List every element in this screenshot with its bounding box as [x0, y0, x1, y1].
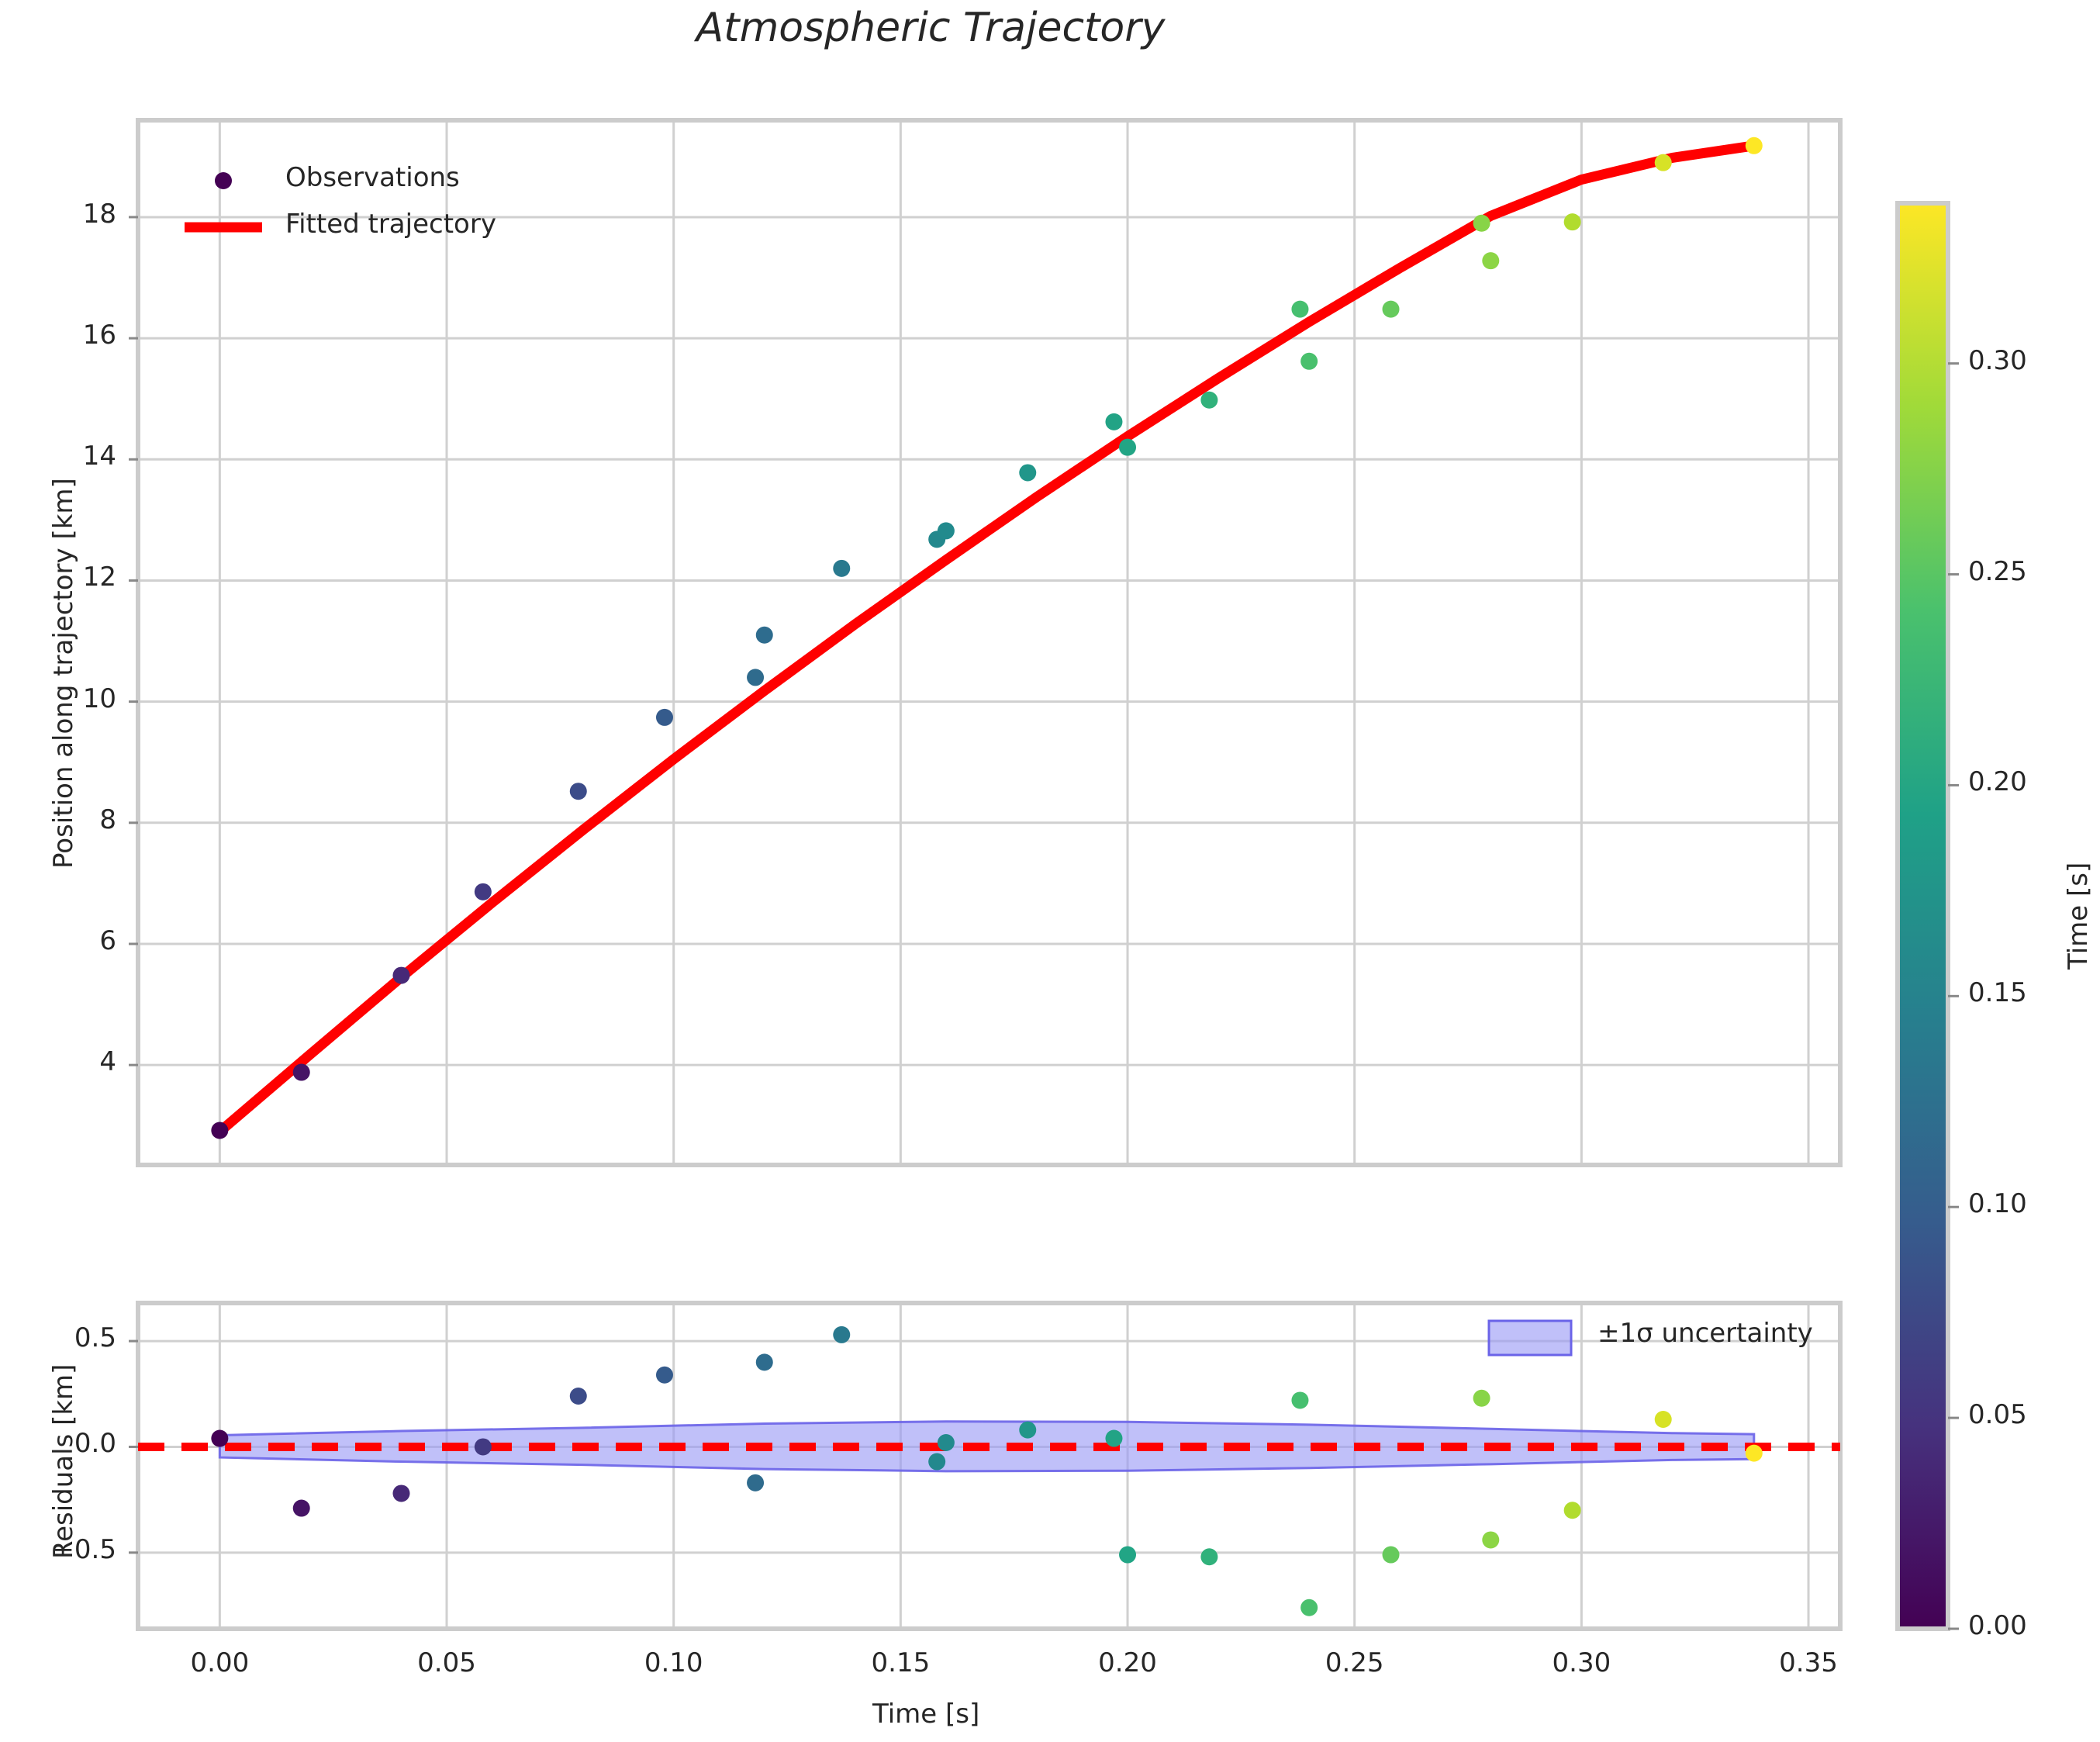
residual-point — [655, 1366, 673, 1384]
observation-point — [392, 966, 410, 984]
residual-point — [1382, 1546, 1400, 1564]
observation-point — [1654, 154, 1672, 171]
residual-panel-border — [136, 1301, 1843, 1631]
observation-point — [937, 522, 955, 540]
main-ytick-label: 6 — [99, 925, 116, 956]
residual-ytick-label: 0.0 — [74, 1428, 116, 1460]
residual-point — [747, 1474, 765, 1491]
xaxis-label: Time [s] — [872, 1699, 980, 1730]
colorbar-gradient-bar — [1895, 201, 1950, 1631]
main-panel-border — [136, 118, 1843, 1167]
observation-point — [1019, 464, 1037, 482]
residual-point — [1119, 1546, 1137, 1564]
fitted-trajectory-line — [214, 140, 1760, 1137]
residual-point — [211, 1429, 229, 1447]
observation-point — [1300, 352, 1318, 370]
observation-point — [747, 669, 765, 686]
observation-point — [292, 1063, 310, 1081]
observation-point — [1482, 252, 1500, 270]
observation-point — [755, 626, 773, 644]
residual-point — [1473, 1389, 1490, 1407]
residual-point — [1105, 1429, 1123, 1447]
colorbar-tick-label: 0.10 — [1968, 1188, 2027, 1220]
xtick-label: 0.25 — [1325, 1647, 1384, 1678]
main-ytick-label: 12 — [82, 562, 116, 593]
residual-point — [1745, 1444, 1763, 1462]
observation-point — [1745, 137, 1763, 154]
xtick-label: 0.05 — [417, 1647, 476, 1678]
observation-point — [1291, 300, 1309, 318]
residual-point — [569, 1388, 587, 1405]
legend-item-label: Observations — [285, 162, 460, 193]
observation-point — [1105, 413, 1123, 430]
observation-point — [1200, 391, 1218, 409]
colorbar-tick-label: 0.05 — [1968, 1399, 2027, 1431]
xtick-label: 0.10 — [644, 1647, 703, 1678]
xtick-label: 0.20 — [1098, 1647, 1157, 1678]
residual-point — [392, 1485, 410, 1502]
main-ytick-label: 18 — [82, 198, 116, 230]
residual-point — [1300, 1599, 1318, 1616]
residual-point — [1291, 1391, 1309, 1409]
observation-point — [569, 783, 587, 800]
observation-point — [833, 559, 851, 577]
residual-point — [1563, 1502, 1581, 1519]
residual-legend-swatch — [1487, 1319, 1573, 1357]
colorbar-tick-label: 0.20 — [1968, 766, 2027, 798]
residual-point — [292, 1499, 310, 1517]
colorbar-tick-label: 0.25 — [1968, 555, 2027, 587]
residual-legend-label: ±1σ uncertainty — [1597, 1318, 1813, 1349]
xtick-label: 0.35 — [1779, 1647, 1838, 1678]
residual-point — [1654, 1411, 1672, 1428]
main-ytick-label: 10 — [82, 683, 116, 714]
residual-point — [833, 1326, 851, 1343]
residual-point — [928, 1453, 946, 1471]
colorbar-tick-label: 0.00 — [1968, 1610, 2027, 1641]
observation-point — [474, 883, 492, 900]
observation-point — [1382, 300, 1400, 318]
residual-data-group — [138, 1326, 1840, 1616]
colorbar-tick-label: 0.15 — [1968, 977, 2027, 1009]
observation-point — [655, 708, 673, 726]
residual-point — [937, 1434, 955, 1451]
observation-point — [1473, 214, 1490, 232]
main-ytick-label: 8 — [99, 804, 116, 835]
main-panel-bg — [138, 120, 1840, 1165]
observation-point — [1119, 438, 1137, 456]
observation-point — [211, 1122, 229, 1139]
main-data-group — [211, 137, 1763, 1139]
main-ytick-label: 16 — [82, 320, 116, 351]
colorbar-tick-label: 0.30 — [1968, 344, 2027, 376]
xtick-label: 0.30 — [1552, 1647, 1611, 1678]
observation-point — [1563, 213, 1581, 231]
residual-ytick-label: 0.5 — [74, 1322, 116, 1354]
xtick-label: 0.15 — [871, 1647, 931, 1678]
figure-title: Atmospheric Trajectory — [696, 5, 1166, 51]
residual-point — [1200, 1548, 1218, 1566]
residual-point — [1482, 1531, 1500, 1549]
legend-item-label: Fitted trajectory — [285, 209, 496, 240]
residual-point — [1019, 1421, 1037, 1439]
main-ytick-label: 4 — [99, 1046, 116, 1078]
residual-point — [755, 1353, 773, 1371]
legend-marker-swatch — [215, 172, 232, 189]
main-ytick-label: 14 — [82, 441, 116, 472]
residual-point — [474, 1438, 492, 1456]
xtick-label: 0.00 — [190, 1647, 250, 1678]
residual-ytick-label: −0.5 — [52, 1533, 116, 1565]
